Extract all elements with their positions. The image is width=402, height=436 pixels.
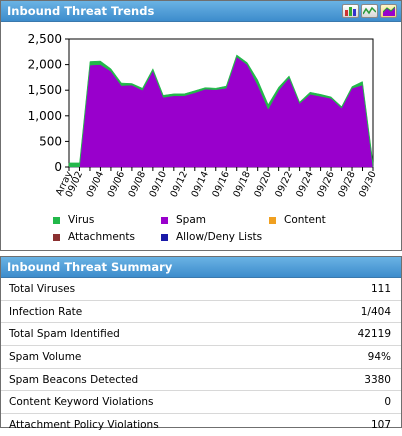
row-label: Content Keyword Violations: [1, 390, 307, 415]
table-row: Spam Beacons Detected 3380: [1, 368, 401, 392]
x-tick-label: 09/24: [294, 170, 316, 199]
row-label: Spam Beacons Detected: [1, 368, 307, 392]
x-tick-label: 09/28: [336, 170, 358, 199]
legend-swatch-spam: [161, 216, 168, 224]
legend-swatch-attachments: [53, 233, 60, 241]
legend-label-virus: Virus: [68, 214, 95, 226]
line-chart-view-button[interactable]: [361, 4, 378, 18]
x-tick-label: 09/30: [357, 170, 379, 199]
legend-label-content: Content: [284, 214, 326, 226]
x-tick-label: 09/20: [252, 170, 274, 199]
x-tick-label: 09/08: [127, 170, 149, 199]
trends-title: Inbound Threat Trends: [7, 4, 155, 18]
legend-label-attachments: Attachments: [68, 231, 136, 243]
y-tick-label: 1,500: [28, 83, 62, 97]
row-value: 111: [306, 278, 401, 301]
legend-label-allow-deny-lists: Allow/Deny Lists: [176, 231, 263, 243]
inbound-threat-summary-panel: Inbound Threat Summary Total Viruses 111 …: [0, 256, 402, 431]
row-value: 1/404: [306, 300, 401, 324]
row-value: 0: [306, 390, 401, 415]
row-label: Total Viruses: [1, 278, 307, 301]
x-tick-label: 09/10: [148, 170, 170, 199]
legend-swatch-allow-deny-lists: [161, 233, 168, 241]
table-row: Attachment Policy Violations 107: [1, 414, 401, 436]
y-tick-label: 1,000: [28, 109, 62, 123]
legend-swatch-content: [269, 216, 276, 224]
x-tick-label: 09/26: [315, 170, 337, 199]
inbound-threat-trends-panel: Inbound Threat Trends: [0, 0, 402, 251]
legend-item-virus: Virus: [53, 213, 94, 227]
row-value: 42119: [306, 322, 401, 347]
y-tick-label: 2,000: [28, 58, 62, 72]
summary-table: Total Viruses 111 Infection Rate 1/404 Tot…: [1, 278, 401, 436]
x-tick-label: 09/12: [168, 170, 190, 199]
table-row: Spam Volume 94%: [1, 345, 401, 369]
row-label: Attachment Policy Violations: [9, 418, 159, 431]
row-label: Infection Rate: [1, 300, 307, 324]
y-tick-label: 2,500: [28, 32, 62, 46]
legend-label-spam: Spam: [176, 214, 206, 226]
bar-chart-view-button[interactable]: [342, 4, 359, 18]
row-label: Total Spam Identified: [1, 322, 307, 347]
row-label: Spam Volume: [1, 345, 307, 369]
legend-item-allow-deny-lists: Allow/Deny Lists: [161, 230, 262, 244]
legend-item-attachments: Attachments: [53, 230, 135, 244]
row-value: 3380: [306, 368, 401, 392]
legend-swatch-virus: [53, 216, 60, 224]
x-tick-label: 09/04: [85, 170, 107, 199]
area-chart-icon: [382, 6, 395, 16]
x-tick-label: 09/22: [273, 170, 295, 199]
x-tick-label: 09/14: [189, 170, 211, 199]
area-chart-view-button[interactable]: [380, 4, 397, 18]
table-row: Content Keyword Violations 0: [1, 390, 401, 415]
line-chart-icon: [363, 6, 376, 15]
table-row: Total Viruses 111: [1, 278, 401, 301]
row-value: 94%: [306, 345, 401, 369]
legend-item-spam: Spam: [161, 213, 206, 227]
row-value: 107: [370, 418, 391, 431]
x-tick-label: 09/18: [231, 170, 253, 199]
table-row: Total Spam Identified 42119: [1, 322, 401, 347]
x-tick-label: 09/16: [210, 170, 232, 199]
bar-chart-icon: [345, 7, 356, 16]
y-tick-label: 500: [39, 134, 62, 148]
x-tick-label: 09/06: [106, 170, 128, 199]
y-tick-label: 0: [54, 160, 62, 174]
legend-item-content: Content: [269, 213, 326, 227]
summary-title: Inbound Threat Summary: [7, 260, 173, 274]
chart-legend: Virus Spam Content Attachments Allow/Den…: [1, 211, 401, 249]
summary-header: Inbound Threat Summary: [1, 257, 401, 278]
table-row: Infection Rate 1/404: [1, 300, 401, 324]
trends-header: Inbound Threat Trends: [1, 1, 401, 22]
